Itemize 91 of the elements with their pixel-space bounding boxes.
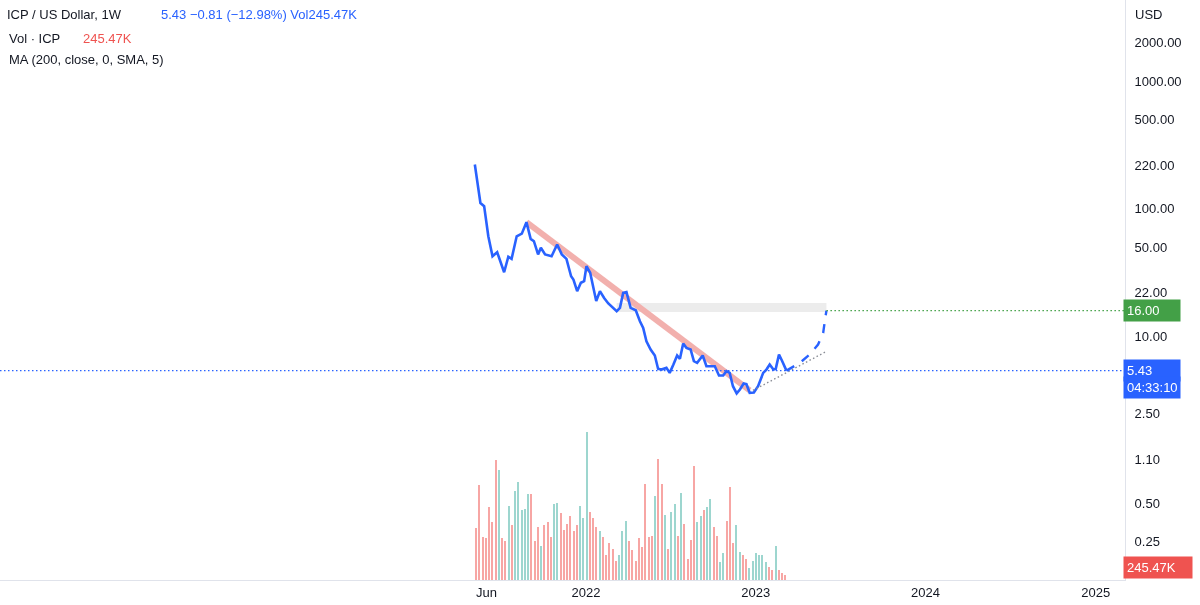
bar [508, 506, 510, 580]
ref-line-label: 5.43 [1127, 363, 1153, 378]
chart-title: Vol · ICP [9, 31, 61, 46]
bar [648, 537, 650, 580]
y-tick-label: 22.00 [1134, 285, 1168, 301]
bar [612, 549, 614, 580]
x-tick-label: Jun [475, 584, 497, 600]
bar [478, 485, 480, 580]
bar [599, 531, 601, 580]
bar [608, 543, 610, 580]
x-tick-label: 2025 [1081, 584, 1111, 600]
bar [488, 507, 490, 580]
bar [556, 503, 558, 580]
x-tick-label: 2024 [911, 584, 940, 600]
bar [576, 525, 578, 580]
y-tick-label: 2.50 [1134, 406, 1160, 422]
bar [667, 549, 669, 580]
bar [693, 466, 695, 580]
bar [709, 499, 711, 580]
bar [553, 504, 555, 580]
bar [498, 470, 500, 580]
y-tick-label: 2000.00 [1134, 35, 1182, 51]
bar [628, 541, 630, 580]
bar [729, 487, 731, 580]
bar [677, 536, 679, 580]
bar [755, 553, 757, 580]
data-label: 16.00 [1127, 303, 1160, 318]
annotation: 5.43 −0.81 (−12.98%) Vol245.47K [161, 7, 358, 22]
bar [683, 524, 685, 580]
bar [680, 493, 682, 580]
bar [735, 525, 737, 580]
y-tick-label: 220.00 [1134, 157, 1175, 173]
x-tick-label: 2023 [741, 584, 771, 600]
y-tick-label: 10.00 [1134, 329, 1168, 345]
bar [761, 555, 763, 580]
bar [670, 512, 672, 580]
bar [745, 559, 747, 580]
y-tick-label: 0.50 [1134, 495, 1160, 511]
text: 04:33:10 [1127, 380, 1178, 395]
bar [501, 538, 503, 580]
bar [602, 537, 604, 580]
text: ICP / US Dollar, 1W [7, 6, 122, 22]
bar [657, 459, 659, 580]
bar [586, 432, 588, 580]
bar [651, 536, 653, 580]
annotation: MA (200, close, 0, SMA, 5) [9, 52, 164, 67]
bar [696, 522, 698, 580]
y-tick-label: 100.00 [1134, 201, 1175, 217]
bar [778, 570, 780, 580]
y-tick-label: 500.00 [1134, 112, 1175, 128]
bar [713, 527, 715, 580]
y-tick-label: 50.00 [1134, 239, 1168, 255]
bar [664, 515, 666, 580]
bar [547, 522, 549, 580]
bar [700, 516, 702, 580]
bar [511, 525, 513, 580]
y-tick-label: 1.10 [1134, 451, 1160, 467]
bar [758, 555, 760, 580]
bar [644, 484, 646, 580]
bar [560, 513, 562, 580]
bar [661, 484, 663, 580]
bar [674, 504, 676, 580]
bar [638, 538, 640, 580]
y-axis-title: USD [1135, 7, 1163, 22]
bar [784, 575, 786, 580]
bar [517, 482, 519, 580]
bar [775, 546, 777, 580]
bar [654, 496, 656, 580]
y-tick-label: 0.25 [1134, 534, 1160, 550]
bar [781, 573, 783, 580]
bar [569, 516, 571, 580]
bar [589, 512, 591, 580]
bar [537, 527, 539, 580]
bar [765, 562, 767, 580]
bar [625, 521, 627, 580]
x-tick-label: 2022 [571, 584, 601, 600]
bar [540, 546, 542, 580]
bar [495, 460, 497, 580]
y-tick-label: 1000.00 [1134, 73, 1182, 89]
text: 245.47K [1127, 560, 1176, 575]
bar [771, 570, 773, 580]
bar [579, 506, 581, 580]
bar [748, 568, 750, 580]
annotation: 245.47K [83, 31, 132, 46]
bar [521, 510, 523, 580]
bar [504, 541, 506, 580]
bar [543, 525, 545, 580]
bar [621, 531, 623, 580]
bar [482, 537, 484, 580]
bar [768, 567, 770, 580]
bar [722, 553, 724, 580]
